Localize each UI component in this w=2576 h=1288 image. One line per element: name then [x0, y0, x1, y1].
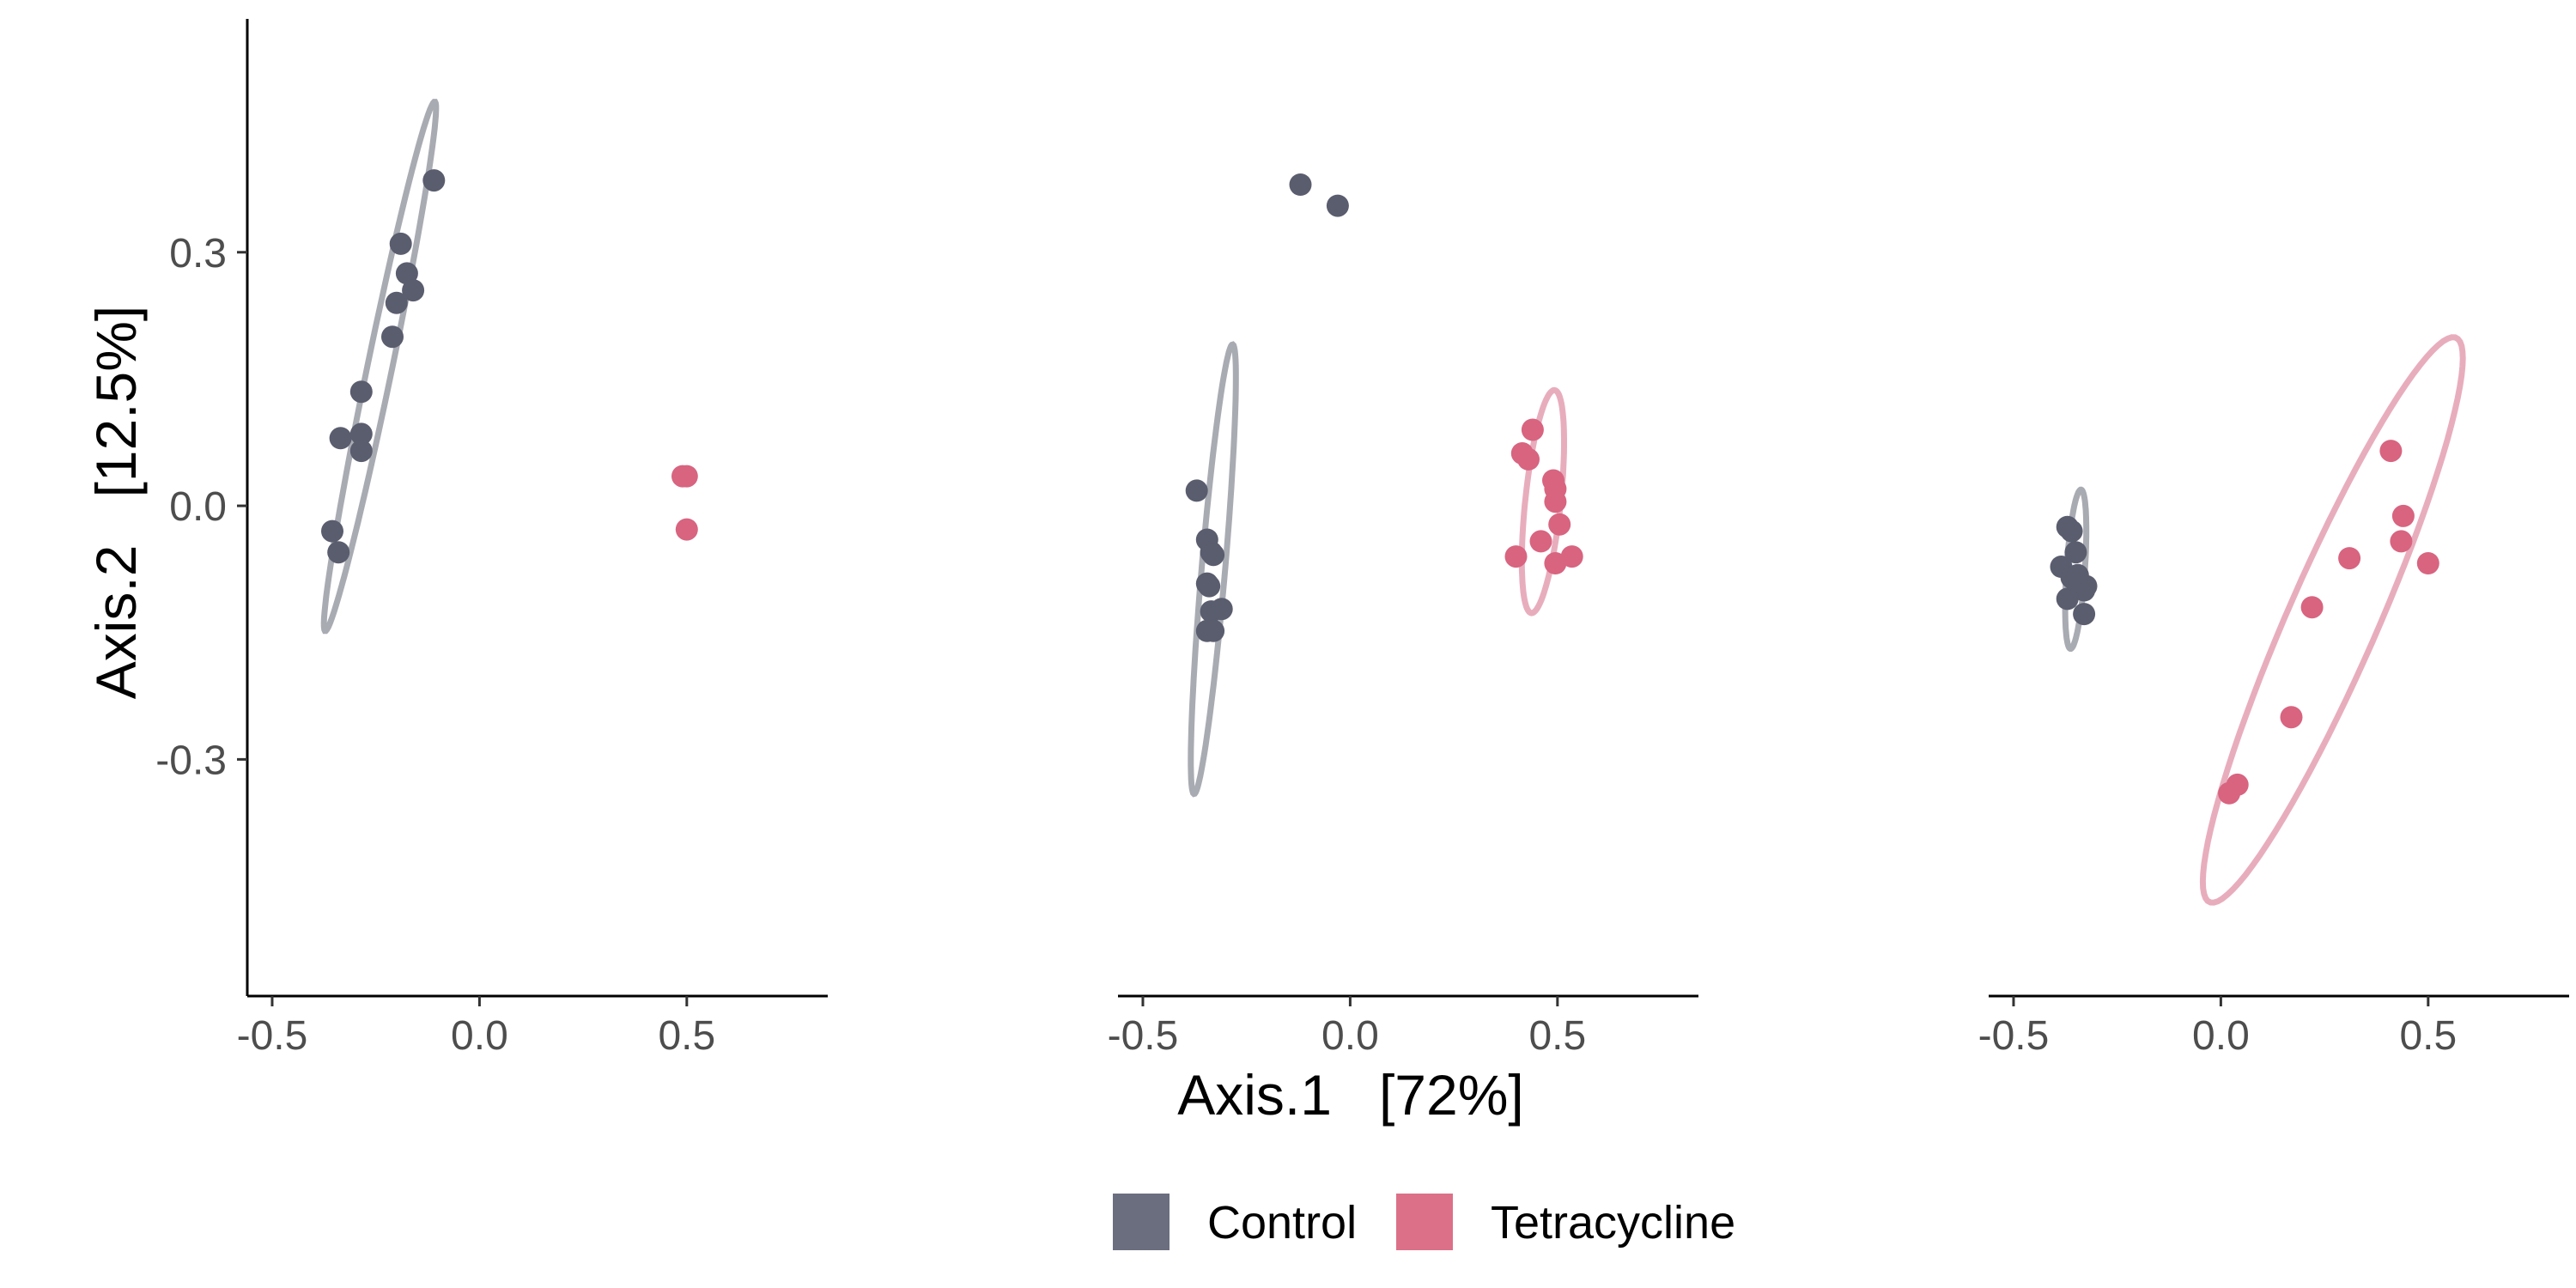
legend-key-tetracycline: [1396, 1194, 1453, 1250]
x-axis-title: Axis.1 [72%]: [1177, 1063, 1524, 1127]
ellipse-control: [320, 99, 440, 635]
point-tetracycline: [1517, 447, 1540, 471]
point-control: [1210, 598, 1233, 621]
point-control: [395, 262, 418, 285]
point-tetracycline: [2390, 530, 2413, 553]
point-tetracycline: [1504, 545, 1528, 568]
point-control: [381, 325, 404, 349]
plot-panels: -0.5 0.0 0.5 -0.3 0.0 0.3 -0.5 0.0 0.5 -0.5 0.0 0.5: [155, 19, 2569, 1059]
point-tetracycline: [1544, 490, 1567, 513]
point-control: [402, 279, 425, 302]
point-control: [329, 427, 352, 450]
point-tetracycline: [1544, 552, 1567, 574]
point-tetracycline: [1548, 513, 1571, 536]
point-tetracycline: [2338, 547, 2361, 570]
point-tetracycline: [2300, 596, 2324, 619]
panel-1: -0.5 0.0 0.5 -0.3 0.0 0.3: [155, 19, 828, 1059]
x-tick-label: 0.0: [2192, 1013, 2250, 1059]
point-tetracycline: [675, 518, 698, 541]
x-tick-label: -0.5: [1108, 1013, 1179, 1059]
point-control: [2056, 587, 2079, 611]
point-tetracycline: [1521, 418, 1544, 441]
point-control: [1198, 574, 1221, 598]
legend-label-control: Control: [1207, 1197, 1357, 1249]
point-control: [1289, 173, 1312, 196]
legend-key-control: [1113, 1194, 1170, 1250]
point-tetracycline: [2218, 781, 2241, 805]
point-control: [1185, 479, 1208, 502]
x-tick-label: 0.0: [1321, 1013, 1379, 1059]
point-control: [2073, 579, 2096, 602]
ellipse-control: [1188, 341, 1239, 798]
point-tetracycline: [2379, 440, 2403, 463]
x-tick-label: -0.5: [1978, 1013, 2050, 1059]
point-control: [349, 440, 373, 463]
legend-label-tetracycline: Tetracycline: [1491, 1197, 1735, 1249]
point-tetracycline: [1529, 530, 1552, 553]
panel-3: -0.5 0.0 0.5: [1978, 334, 2569, 1059]
y-tick-label: -0.3: [155, 738, 227, 783]
ellipse-tetracycline: [2199, 334, 2466, 906]
point-control: [422, 169, 446, 192]
point-control: [385, 291, 408, 314]
point-control: [1202, 619, 1225, 642]
point-control: [1202, 544, 1225, 567]
point-tetracycline: [2280, 706, 2303, 729]
x-tick-label: 0.5: [658, 1013, 715, 1059]
x-tick-label: -0.5: [237, 1013, 308, 1059]
point-control: [389, 232, 412, 255]
point-control: [349, 380, 373, 404]
point-control: [1326, 194, 1349, 217]
y-tick-label: 0.0: [169, 484, 227, 530]
legend: Control Tetracycline: [1113, 1194, 1735, 1250]
point-tetracycline: [675, 465, 698, 488]
point-control: [2060, 519, 2083, 543]
point-control: [321, 519, 343, 543]
point-control: [327, 541, 350, 564]
point-control: [2073, 603, 2096, 626]
x-tick-label: 0.5: [2399, 1013, 2457, 1059]
point-control: [2064, 541, 2087, 564]
point-tetracycline: [2391, 504, 2415, 527]
panel-2: -0.5 0.0 0.5: [1108, 173, 1698, 1059]
x-tick-label: 0.5: [1528, 1013, 1586, 1059]
y-axis-title: Axis.2 [12.5%]: [84, 306, 148, 700]
point-control: [349, 422, 373, 446]
x-tick-label: 0.0: [451, 1013, 508, 1059]
point-tetracycline: [2416, 552, 2439, 574]
y-tick-label: 0.3: [169, 231, 227, 276]
